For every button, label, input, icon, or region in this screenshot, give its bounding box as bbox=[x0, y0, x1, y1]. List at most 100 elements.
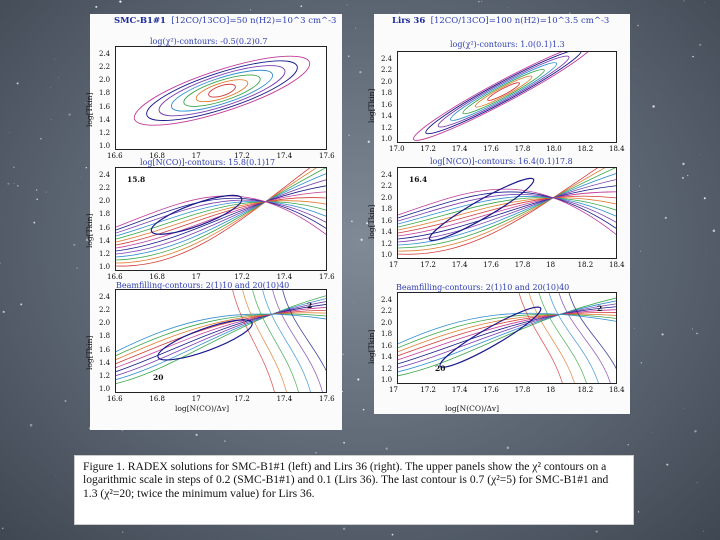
y-tick-label: 2.0 bbox=[99, 76, 111, 85]
y-tick-label: 1.6 bbox=[99, 223, 111, 232]
star bbox=[666, 463, 669, 466]
x-tick-label: 18.0 bbox=[546, 145, 562, 153]
star bbox=[348, 134, 350, 136]
y-tick-label: 1.6 bbox=[99, 102, 111, 111]
star bbox=[54, 58, 56, 60]
star bbox=[712, 229, 716, 232]
y-tick-label: 2.4 bbox=[381, 171, 393, 179]
star bbox=[643, 306, 645, 308]
star bbox=[346, 4, 348, 6]
right-panel-3-plot bbox=[397, 292, 617, 384]
star bbox=[683, 0, 685, 2]
star bbox=[7, 182, 10, 185]
star bbox=[696, 332, 698, 335]
chi2-contour bbox=[412, 52, 595, 141]
column-density-contour bbox=[398, 179, 616, 243]
x-tick-label: 18 bbox=[546, 261, 556, 269]
y-tick-label: 1.8 bbox=[99, 89, 111, 98]
star bbox=[40, 137, 42, 140]
y-tick-label: 1.0 bbox=[381, 251, 393, 259]
x-tick-label: 17 bbox=[389, 261, 398, 269]
beamfilling-contour bbox=[116, 313, 326, 352]
column-density-contour bbox=[116, 168, 326, 261]
solution-region-contour bbox=[150, 194, 243, 235]
beamfilling-contour bbox=[282, 290, 326, 372]
star bbox=[506, 7, 508, 9]
solution-region-contour bbox=[428, 177, 535, 241]
star bbox=[681, 176, 684, 179]
x-tick-label: 16.6 bbox=[107, 273, 123, 281]
y-tick-label: 1.4 bbox=[381, 228, 393, 237]
star bbox=[362, 408, 365, 411]
star bbox=[640, 362, 642, 364]
column-density-contour bbox=[116, 185, 326, 252]
star bbox=[703, 530, 704, 532]
star bbox=[84, 102, 86, 104]
star bbox=[85, 238, 89, 242]
beamfilling-contour bbox=[548, 293, 599, 383]
y-tick-label: 2.0 bbox=[381, 318, 393, 327]
y-tick-label: 1.2 bbox=[99, 128, 111, 137]
x-tick-label: 17 bbox=[389, 386, 398, 394]
x-tick-label: 17.6 bbox=[319, 152, 335, 160]
y-tick-label: 2.2 bbox=[381, 66, 393, 75]
right-panel-2-annotation-a: 16.4 bbox=[409, 175, 428, 184]
star bbox=[639, 185, 641, 187]
star bbox=[627, 444, 629, 446]
right-panel-1-ylabel: log[Tkin] bbox=[367, 88, 376, 123]
beamfilling-contour bbox=[116, 312, 326, 360]
x-tick-label: 17.2 bbox=[420, 145, 437, 153]
column-density-contour bbox=[116, 197, 326, 231]
beamfilling-contour bbox=[558, 293, 611, 383]
star bbox=[36, 198, 38, 201]
x-tick-label: 17.8 bbox=[514, 386, 531, 394]
y-tick-label: 1.4 bbox=[99, 358, 111, 367]
star bbox=[359, 71, 362, 74]
star bbox=[664, 216, 667, 220]
x-tick-label: 18 bbox=[546, 386, 556, 394]
x-tick-label: 17 bbox=[191, 395, 201, 403]
star bbox=[355, 27, 357, 29]
star bbox=[637, 24, 640, 27]
star bbox=[360, 238, 363, 241]
star bbox=[661, 333, 664, 336]
x-tick-label: 17.6 bbox=[483, 145, 499, 153]
star bbox=[95, 5, 98, 8]
x-tick-label: 17.8 bbox=[514, 145, 531, 153]
x-tick-label: 18.2 bbox=[577, 386, 594, 394]
star bbox=[478, 0, 480, 3]
right-header-name: Lirs 36 bbox=[392, 16, 426, 26]
chi2-contour bbox=[170, 69, 274, 112]
star bbox=[704, 2, 706, 4]
star bbox=[13, 183, 15, 184]
beamfilling-contour bbox=[116, 313, 326, 356]
y-tick-label: 2.0 bbox=[381, 193, 393, 202]
y-tick-label: 1.4 bbox=[99, 115, 111, 124]
star bbox=[506, 446, 510, 450]
star bbox=[58, 77, 60, 79]
x-tick-label: 16.8 bbox=[149, 152, 165, 160]
star bbox=[195, 433, 198, 436]
x-tick-label: 17.6 bbox=[483, 261, 499, 269]
y-tick-label: 1.4 bbox=[381, 112, 393, 121]
chi2-contour bbox=[133, 55, 311, 126]
column-density-contour bbox=[116, 168, 317, 264]
beamfilling-contour bbox=[398, 313, 616, 353]
star bbox=[0, 262, 1, 264]
star bbox=[351, 220, 353, 223]
y-tick-label: 2.4 bbox=[99, 293, 111, 301]
y-tick-label: 2.0 bbox=[381, 77, 393, 86]
right-xlabel: log[N(CO)/Δv] bbox=[445, 404, 500, 413]
solution-region-contour bbox=[439, 306, 542, 368]
x-tick-label: 17.8 bbox=[514, 261, 531, 269]
left-panel-3-ylabel: log[Tkin] bbox=[85, 335, 94, 371]
y-tick-label: 1.0 bbox=[99, 385, 111, 393]
left-panel-3-annotation-a: 2 bbox=[307, 301, 313, 310]
y-tick-label: 1.2 bbox=[99, 249, 111, 258]
beamfilling-contour bbox=[528, 293, 575, 383]
star bbox=[481, 1, 483, 3]
column-density-contour bbox=[398, 185, 616, 240]
star bbox=[639, 250, 642, 252]
x-tick-label: 17.4 bbox=[276, 395, 293, 403]
beamfilling-contour bbox=[232, 290, 275, 392]
